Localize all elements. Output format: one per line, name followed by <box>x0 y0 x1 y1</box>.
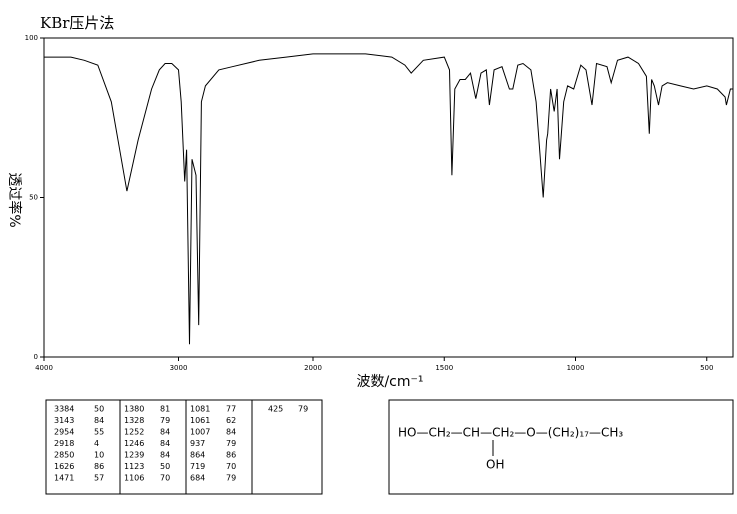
peak-transmittance: 50 <box>160 462 170 471</box>
x-tick-label: 2000 <box>304 364 322 372</box>
spectrum-line <box>44 53 733 345</box>
peak-wavenumber: 1380 <box>124 405 144 414</box>
peak-wavenumber: 2850 <box>54 451 74 460</box>
peak-transmittance: 79 <box>226 439 236 448</box>
y-tick-label: 100 <box>25 34 38 42</box>
peak-wavenumber: 1328 <box>124 416 144 425</box>
peak-wavenumber: 1106 <box>124 474 144 483</box>
peak-wavenumber: 2954 <box>54 428 74 437</box>
chart-title: KBr压片法 <box>40 14 114 32</box>
peak-wavenumber: 425 <box>268 405 283 414</box>
x-tick-label: 1500 <box>435 364 453 372</box>
peak-wavenumber: 864 <box>190 451 205 460</box>
peak-transmittance: 84 <box>160 428 170 437</box>
peak-transmittance: 84 <box>94 416 104 425</box>
peak-transmittance: 86 <box>226 451 236 460</box>
peak-wavenumber: 1081 <box>190 405 210 414</box>
plot-frame <box>43 37 734 358</box>
peak-wavenumber: 1471 <box>54 474 74 483</box>
structure-branch: OH <box>486 458 504 472</box>
structure-formula: HO—CH₂—CH—CH₂—O—(CH₂)₁₇—CH₃ <box>398 426 623 440</box>
peak-wavenumber: 937 <box>190 439 205 448</box>
peak-transmittance: 70 <box>226 462 236 471</box>
peak-wavenumber: 1252 <box>124 428 144 437</box>
peak-wavenumber: 684 <box>190 474 205 483</box>
peak-wavenumber: 1239 <box>124 451 144 460</box>
peak-transmittance: 79 <box>298 405 308 414</box>
peak-wavenumber: 1246 <box>124 439 144 448</box>
peak-transmittance: 62 <box>226 416 236 425</box>
peak-wavenumber: 1123 <box>124 462 144 471</box>
peak-wavenumber: 719 <box>190 462 205 471</box>
peak-transmittance: 84 <box>160 451 170 460</box>
peak-transmittance: 84 <box>226 428 236 437</box>
peak-transmittance: 79 <box>226 474 236 483</box>
peak-transmittance: 50 <box>94 405 104 414</box>
x-tick-label: 500 <box>700 364 713 372</box>
peak-transmittance: 79 <box>160 416 170 425</box>
peak-wavenumber: 3384 <box>54 405 74 414</box>
peak-wavenumber: 1626 <box>54 462 74 471</box>
y-tick-label: 50 <box>29 194 38 202</box>
peak-wavenumber: 3143 <box>54 416 74 425</box>
peak-wavenumber: 1061 <box>190 416 210 425</box>
peak-transmittance: 70 <box>160 474 170 483</box>
peak-transmittance: 55 <box>94 428 104 437</box>
x-tick-label: 4000 <box>35 364 53 372</box>
x-tick-label: 3000 <box>170 364 188 372</box>
peak-transmittance: 57 <box>94 474 104 483</box>
peak-wavenumber: 2918 <box>54 439 74 448</box>
peak-transmittance: 10 <box>94 451 104 460</box>
peak-wavenumber: 1007 <box>190 428 210 437</box>
peak-transmittance: 86 <box>94 462 104 471</box>
peak-transmittance: 77 <box>226 405 236 414</box>
peak-transmittance: 84 <box>160 439 170 448</box>
peak-transmittance: 81 <box>160 405 170 414</box>
peak-transmittance: 4 <box>94 439 99 448</box>
x-tick-label: 1000 <box>567 364 585 372</box>
structure-frame <box>388 399 734 495</box>
peak-table-frame <box>45 399 323 495</box>
y-axis-label: 透过率% <box>6 172 23 227</box>
y-tick-label: 0 <box>34 353 38 361</box>
x-axis-label: 波数/cm⁻¹ <box>356 374 423 390</box>
